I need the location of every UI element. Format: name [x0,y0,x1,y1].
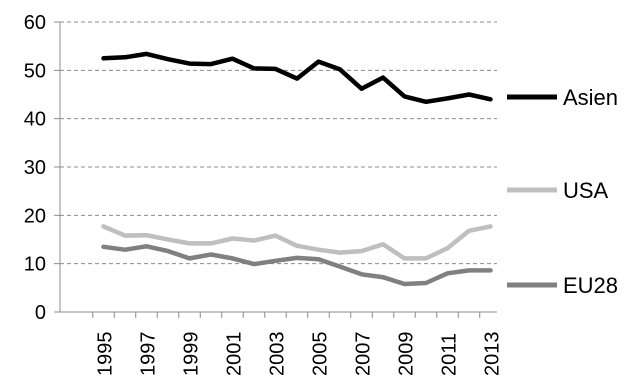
y-tick-label: 50 [24,60,46,82]
legend-label-eu28: EU28 [563,273,618,298]
x-tick-label: 2013 [482,332,504,377]
series-line-eu28 [101,244,493,287]
series-lines [101,51,493,287]
x-tick-label: 2005 [310,332,332,377]
legend-label-asien: Asien [563,85,618,110]
y-tick-label: 30 [24,157,46,179]
y-tick-label: 0 [35,302,46,324]
y-tick-label: 40 [24,109,46,131]
y-tick-label: 60 [24,12,46,34]
y-axis-ticks: 0 10 20 30 40 50 60 [24,12,60,324]
x-tick-label: 2001 [224,332,246,377]
x-tick-label: 2007 [353,332,375,377]
x-tick-label: 1997 [138,332,160,377]
series-line-asien [101,51,493,105]
x-tick-label: 1995 [95,332,117,377]
legend-label-usa: USA [563,178,609,203]
x-tick-label: 2003 [267,332,289,377]
series-line-usa [101,224,493,261]
x-tick-label: 1999 [181,332,203,377]
x-axis-ticks: 1995 1997 1999 2001 2003 2005 2007 2009 2011 2013 [92,312,504,377]
y-tick-label: 20 [24,205,46,227]
x-tick-label: 2011 [439,333,461,376]
legend: Asien USA EU28 [507,85,618,298]
x-tick-label: 2009 [396,332,418,377]
y-tick-label: 10 [24,254,46,276]
